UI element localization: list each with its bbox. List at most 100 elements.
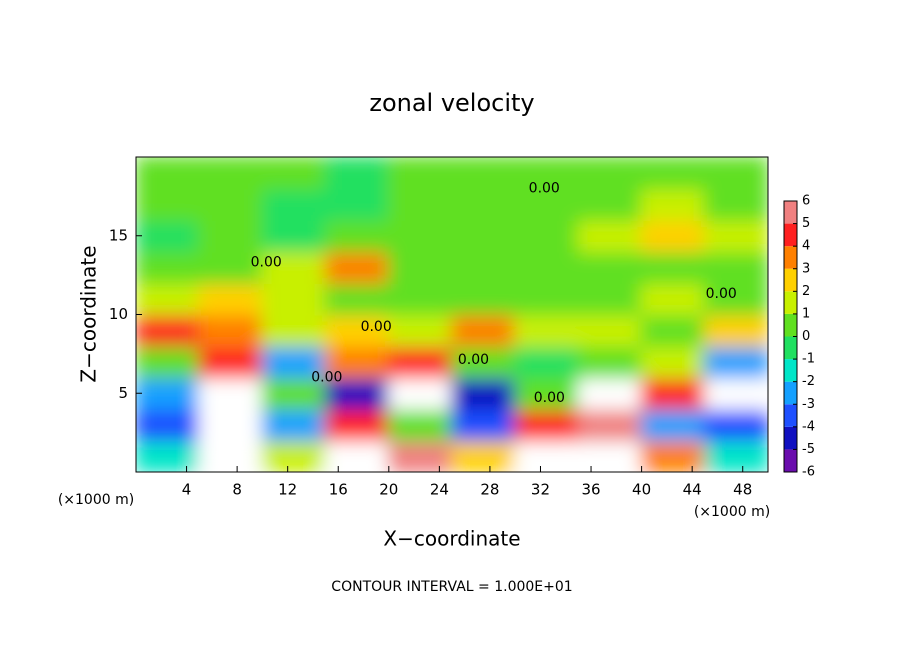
cell xyxy=(324,282,390,316)
cell xyxy=(577,282,643,316)
contour-label: 0.00 xyxy=(458,352,489,368)
cell xyxy=(577,313,643,347)
colorbar-label: 2 xyxy=(802,284,810,299)
cell xyxy=(136,282,201,316)
contour-label: 0.00 xyxy=(251,255,282,271)
colorbar-label: -5 xyxy=(802,442,815,457)
cell xyxy=(577,376,643,410)
colorbar-swatch xyxy=(784,246,797,269)
colorbar-label: -2 xyxy=(802,374,815,389)
footer: CONTOUR INTERVAL = 1.000E+01 xyxy=(331,579,572,595)
chart-title: zonal velocity xyxy=(369,89,534,117)
cell xyxy=(261,313,327,347)
colorbar-swatch xyxy=(784,291,797,314)
x-tick-label: 20 xyxy=(379,481,398,499)
cell xyxy=(324,408,390,442)
cell xyxy=(387,282,453,316)
cell xyxy=(577,345,643,379)
colorbar-label: -4 xyxy=(802,419,815,434)
colorbar-label: -3 xyxy=(802,397,815,412)
colorbar-swatch xyxy=(784,426,797,450)
y-tick-label: 15 xyxy=(109,226,128,244)
cell xyxy=(261,376,327,410)
cell xyxy=(136,157,201,190)
cell xyxy=(387,376,453,410)
cell xyxy=(577,187,643,221)
cell xyxy=(387,313,453,347)
cell xyxy=(451,282,517,316)
x-tick-label: 12 xyxy=(278,481,297,499)
colorbar-label: 5 xyxy=(802,216,810,231)
cell xyxy=(198,439,264,472)
y-tick-label: 5 xyxy=(118,384,128,402)
cell xyxy=(324,376,390,410)
cell xyxy=(514,439,580,472)
x-tick-label: 44 xyxy=(683,481,702,499)
cell xyxy=(514,282,580,316)
x-tick-label: 40 xyxy=(632,481,651,499)
cell xyxy=(640,408,706,442)
cell xyxy=(324,439,390,472)
cell xyxy=(703,313,768,347)
cell xyxy=(136,187,201,221)
cell xyxy=(387,250,453,284)
cell xyxy=(640,282,706,316)
cell xyxy=(136,345,201,379)
cell xyxy=(261,345,327,379)
cell xyxy=(451,376,517,410)
cell xyxy=(640,250,706,284)
cell xyxy=(451,157,517,190)
y-axis-label: Z−coordinate xyxy=(77,245,101,382)
cell xyxy=(577,157,643,190)
x-tick-label: 4 xyxy=(182,481,192,499)
cell xyxy=(703,157,768,190)
cell xyxy=(198,282,264,316)
cell xyxy=(387,219,453,253)
cell xyxy=(324,250,390,284)
contour-label: 0.00 xyxy=(361,319,392,335)
colorbar-label: -6 xyxy=(802,465,815,480)
cell xyxy=(703,282,768,316)
x-unit: (×1000 m) xyxy=(694,504,770,520)
cell xyxy=(514,250,580,284)
cell xyxy=(703,250,768,284)
cell xyxy=(514,187,580,221)
contour-label: 0.00 xyxy=(534,390,565,406)
x-tick-label: 24 xyxy=(430,481,449,499)
cell xyxy=(198,187,264,221)
cell xyxy=(261,439,327,472)
cell xyxy=(136,376,201,410)
colorbar-swatch xyxy=(784,336,797,360)
contour-label: 0.00 xyxy=(311,370,342,386)
cells xyxy=(136,157,768,472)
cell xyxy=(136,250,201,284)
x-tick-label: 36 xyxy=(581,481,600,499)
cell xyxy=(577,250,643,284)
cell xyxy=(387,345,453,379)
cell xyxy=(451,187,517,221)
cell xyxy=(324,219,390,253)
cell xyxy=(198,157,264,190)
cell xyxy=(136,408,201,442)
cell xyxy=(261,157,327,190)
cell xyxy=(640,439,706,472)
cell xyxy=(198,219,264,253)
cell xyxy=(324,313,390,347)
cell xyxy=(136,313,201,347)
cell xyxy=(387,439,453,472)
cell xyxy=(703,376,768,410)
cell xyxy=(514,313,580,347)
cell xyxy=(324,187,390,221)
cell xyxy=(198,313,264,347)
cell xyxy=(136,219,201,253)
cell xyxy=(577,408,643,442)
cell xyxy=(514,219,580,253)
colorbar-label: 0 xyxy=(802,329,810,344)
cell xyxy=(514,408,580,442)
cell xyxy=(703,408,768,442)
colorbar-swatch xyxy=(784,201,797,224)
cell xyxy=(514,376,580,410)
cell xyxy=(198,408,264,442)
cell xyxy=(451,250,517,284)
cell xyxy=(387,408,453,442)
